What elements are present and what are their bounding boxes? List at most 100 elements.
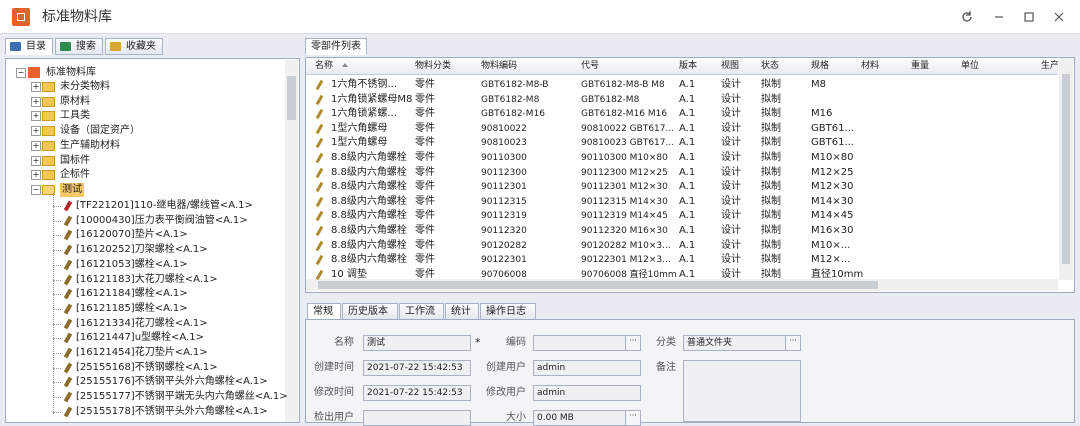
- column-header[interactable]: 物料编码: [481, 61, 518, 71]
- field-input[interactable]: 2021-07-22 15:42:53: [363, 360, 471, 376]
- field-input[interactable]: [363, 410, 471, 426]
- left-tab[interactable]: 收藏夹: [105, 38, 163, 55]
- expand-toggle[interactable]: +: [31, 140, 41, 151]
- grid-row[interactable]: 8.8级内六角螺栓 零件 90110300 90110300 M10×80 A.1 设计 拟…: [306, 151, 1058, 165]
- tree-item[interactable]: [10000430]压力表平衡阀油管<A.1>: [76, 214, 248, 226]
- grid-cell: 8.8级内六角螺栓: [331, 195, 407, 207]
- grid-cell: 1六角锁紧螺...: [331, 108, 397, 120]
- browse-button[interactable]: ···: [625, 336, 640, 350]
- field-input[interactable]: admin: [533, 385, 641, 401]
- tree-folder[interactable]: 原材料: [60, 95, 90, 107]
- field-textarea[interactable]: [683, 360, 801, 422]
- expand-toggle[interactable]: −: [16, 68, 26, 78]
- detail-tab[interactable]: 历史版本: [342, 303, 398, 320]
- close-button[interactable]: [1052, 10, 1066, 24]
- grid-cell: 90122301: [481, 255, 527, 266]
- grid-row[interactable]: 1六角不锈钢... 零件 GBT6182-M8-B GBT6182-M8-B M8 A.…: [306, 78, 1058, 92]
- grid-row[interactable]: 8.8级内六角螺栓 零件 90112301 90112301 M12×30 A.1 设计 拟…: [306, 180, 1058, 194]
- expand-toggle[interactable]: +: [31, 111, 41, 122]
- column-header[interactable]: 物料分类: [415, 61, 452, 71]
- grid-cell: M12×30: [811, 181, 854, 193]
- expand-toggle[interactable]: +: [31, 155, 41, 166]
- column-header[interactable]: 代号: [581, 61, 600, 71]
- expand-toggle[interactable]: +: [31, 82, 41, 92]
- grid-row[interactable]: 8.8级内六角螺栓 零件 90120282 90120282 M10×3... A.1 设…: [306, 239, 1058, 253]
- grid-hscroll-thumb[interactable]: [318, 281, 878, 289]
- grid-row[interactable]: 8.8级内六角螺栓 零件 90112315 90112315 M14×30 A.1 设计 拟…: [306, 195, 1058, 209]
- tree-item[interactable]: [25155168]不锈钢螺栓<A.1>: [76, 361, 218, 373]
- field-input[interactable]: admin: [533, 360, 641, 376]
- grid-row[interactable]: 8.8级内六角螺栓 零件 90122301 90122301 M12×3... A.1 设…: [306, 253, 1058, 267]
- tree-root[interactable]: 标准物料库: [46, 67, 96, 78]
- grid-cell: 设计: [721, 122, 741, 134]
- tree-item[interactable]: [16121184]螺栓<A.1>: [76, 288, 188, 300]
- tree-folder[interactable]: 企标件: [60, 169, 90, 181]
- detail-tab[interactable]: 统计: [445, 303, 479, 320]
- expand-toggle[interactable]: −: [31, 184, 41, 195]
- column-header[interactable]: 单位: [961, 61, 980, 71]
- tree-folder[interactable]: 测试: [60, 182, 84, 197]
- field-input[interactable]: 普通文件夹 ···: [683, 335, 801, 351]
- grid-cell: A.1: [679, 108, 696, 120]
- field-input[interactable]: ···: [533, 335, 641, 351]
- grid-cell: A.1: [679, 137, 696, 149]
- tree-item[interactable]: [16121454]花刀垫片<A.1>: [76, 347, 208, 358]
- grid-vscroll-thumb[interactable]: [1062, 74, 1070, 264]
- tree-item[interactable]: [16121185]螺栓<A.1>: [76, 302, 188, 314]
- tree-scrollbar[interactable]: [285, 60, 298, 422]
- expand-toggle[interactable]: +: [31, 96, 41, 107]
- tree-item[interactable]: [16121053]螺栓<A.1>: [76, 258, 188, 270]
- grid-row[interactable]: 8.8级内六角螺栓 零件 90112300 90112300 M12×25 A.1 设计 拟…: [306, 166, 1058, 180]
- tree-item[interactable]: [16120070]垫片<A.1>: [76, 229, 188, 241]
- tree-item[interactable]: [TF221201]110-继电器/螺线管<A.1>: [76, 200, 253, 211]
- left-tab[interactable]: 目录: [5, 38, 53, 55]
- detail-tab[interactable]: 工作流: [399, 303, 444, 320]
- expand-toggle[interactable]: +: [31, 126, 41, 137]
- refresh-button[interactable]: [960, 10, 974, 24]
- minimize-button[interactable]: [992, 10, 1006, 24]
- browse-button[interactable]: ···: [785, 336, 800, 350]
- column-header[interactable]: 版本: [679, 61, 698, 71]
- tree-item[interactable]: [25155176]不锈钢平头外六角螺栓<A.1>: [76, 376, 268, 388]
- part-icon: [63, 259, 73, 271]
- tree-item[interactable]: [16121183]大花刀螺栓<A.1>: [76, 273, 218, 285]
- tree-item[interactable]: [16120252]刀架螺栓<A.1>: [76, 244, 208, 256]
- column-header[interactable]: 材料: [861, 61, 880, 71]
- list-tab[interactable]: 零部件列表: [305, 38, 367, 55]
- grid-row[interactable]: 1六角锁紧螺母M8 零件 GBT6182-M8 GBT6182-M8 A.1 设计 拟制: [306, 93, 1058, 107]
- grid-row[interactable]: 1型六角螺母 零件 90810022 90810022 GBT617... A.1 设计 拟…: [306, 122, 1058, 136]
- column-header[interactable]: 视图: [721, 61, 740, 71]
- tree-folder[interactable]: 工具类: [60, 110, 90, 122]
- detail-tab[interactable]: 操作日志: [480, 303, 536, 320]
- column-header[interactable]: 重量: [911, 61, 930, 71]
- left-tab[interactable]: 搜索: [55, 38, 103, 55]
- tree-folder[interactable]: 设备（固定资产）: [60, 125, 140, 137]
- tree-item[interactable]: [25155178]不锈钢平头外六角螺栓<A.1>: [76, 405, 268, 417]
- tree-scroll-thumb[interactable]: [287, 76, 296, 120]
- tree-folder[interactable]: 未分类物料: [60, 81, 110, 92]
- grid-row[interactable]: 8.8级内六角螺栓 零件 90112320 90112320 M16×30 A.1 设计 拟…: [306, 224, 1058, 238]
- grid-row[interactable]: 1六角锁紧螺... 零件 GBT6182-M16 GBT6182-M16 M16 A.1…: [306, 107, 1058, 121]
- grid-row[interactable]: 10 调垫 零件 90706008 90706008 直径10mm A.1 设计 拟制 直径1…: [306, 268, 1058, 282]
- tree-folder[interactable]: 国标件: [60, 154, 90, 166]
- field-input[interactable]: 测试: [363, 335, 471, 351]
- maximize-button[interactable]: [1022, 10, 1036, 24]
- tree-item[interactable]: [25155177]不锈钢平端无头内六角螺丝<A.1>: [76, 391, 288, 403]
- browse-button[interactable]: ···: [625, 411, 640, 425]
- column-header[interactable]: 生产类: [1041, 61, 1058, 71]
- tree-item[interactable]: [16121447]u型螺栓<A.1>: [76, 332, 205, 344]
- column-header[interactable]: 状态: [761, 61, 780, 71]
- tree-item[interactable]: [16121334]花刀螺栓<A.1>: [76, 317, 208, 329]
- column-header[interactable]: 名称: [315, 61, 334, 71]
- field-input[interactable]: 0.00 MB ···: [533, 410, 641, 426]
- column-header[interactable]: 规格: [811, 61, 830, 71]
- tree-folder[interactable]: 生产辅助材料: [60, 139, 120, 151]
- detail-tab[interactable]: 常规: [307, 303, 341, 320]
- grid-vscrollbar[interactable]: [1059, 58, 1073, 280]
- field-label: 修改用户: [486, 387, 526, 398]
- grid-hscrollbar[interactable]: [306, 279, 1058, 291]
- grid-row[interactable]: 1型六角螺母 零件 90810023 90810023 GBT617... A.1 设计 拟…: [306, 136, 1058, 150]
- expand-toggle[interactable]: +: [31, 170, 41, 181]
- field-input[interactable]: 2021-07-22 15:42:53: [363, 385, 471, 401]
- grid-row[interactable]: 8.8级内六角螺栓 零件 90112319 90112319 M14×45 A.1 设计 拟…: [306, 209, 1058, 223]
